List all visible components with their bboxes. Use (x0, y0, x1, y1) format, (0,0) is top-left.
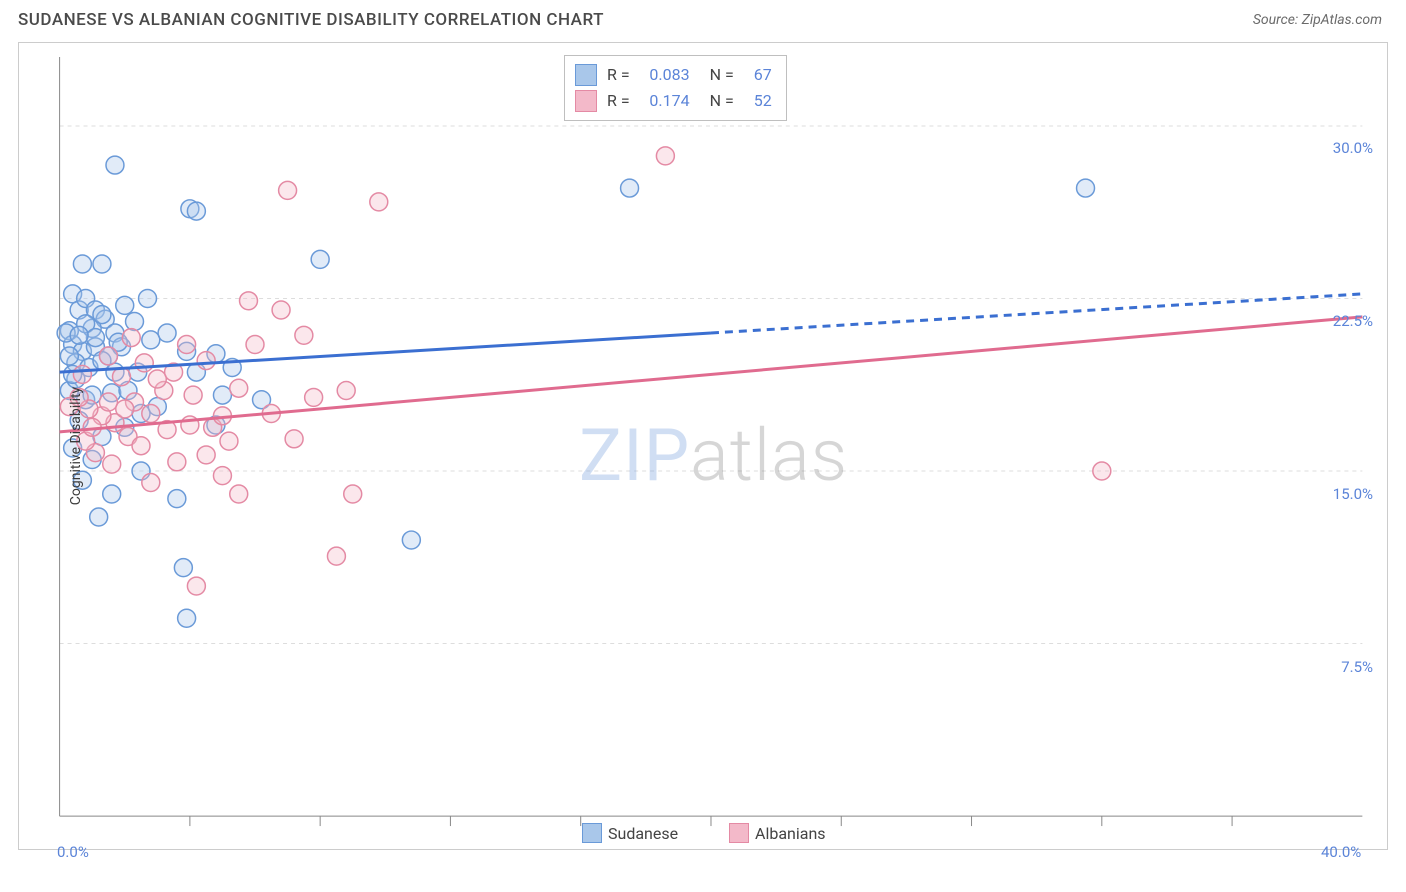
correlation-stats-box: R = 0.083 N = 67 R = 0.174 N = 52 (564, 55, 787, 121)
stats-row: R = 0.083 N = 67 (575, 62, 772, 88)
y-tick-label: 7.5% (1341, 658, 1373, 676)
stats-row: R = 0.174 N = 52 (575, 88, 772, 114)
chart-source: Source: ZipAtlas.com (1253, 12, 1382, 28)
chart-header: SUDANESE VS ALBANIAN COGNITIVE DISABILIT… (0, 0, 1406, 38)
legend-label: Sudanese (608, 824, 678, 843)
r-label: R = (607, 88, 630, 114)
legend-label: Albanians (755, 824, 826, 843)
x-tick-label: 40.0% (1321, 843, 1361, 861)
legend-swatch-icon (575, 64, 597, 86)
scatter-plot-svg (19, 43, 1387, 849)
n-value: 52 (744, 88, 772, 114)
y-axis-label: Cognitive Disability (68, 387, 84, 505)
r-label: R = (607, 62, 630, 88)
legend-swatch-icon (729, 823, 749, 843)
series-legend-item: Albanians (729, 823, 826, 843)
n-value: 67 (744, 62, 772, 88)
chart-title: SUDANESE VS ALBANIAN COGNITIVE DISABILIT… (18, 10, 604, 30)
y-tick-label: 22.5% (1333, 312, 1373, 330)
r-value: 0.174 (640, 88, 690, 114)
legend-swatch-icon (582, 823, 602, 843)
n-label: N = (710, 88, 734, 114)
chart-container: Cognitive Disability ZIPatlas R =0.083N … (18, 42, 1388, 850)
legend-swatch-icon (575, 90, 597, 112)
r-value: 0.083 (640, 62, 690, 88)
x-tick-label: 0.0% (57, 843, 89, 861)
n-label: N = (710, 62, 734, 88)
y-tick-label: 30.0% (1333, 139, 1373, 157)
series-legend-item: Sudanese (582, 823, 678, 843)
y-tick-label: 15.0% (1333, 485, 1373, 503)
